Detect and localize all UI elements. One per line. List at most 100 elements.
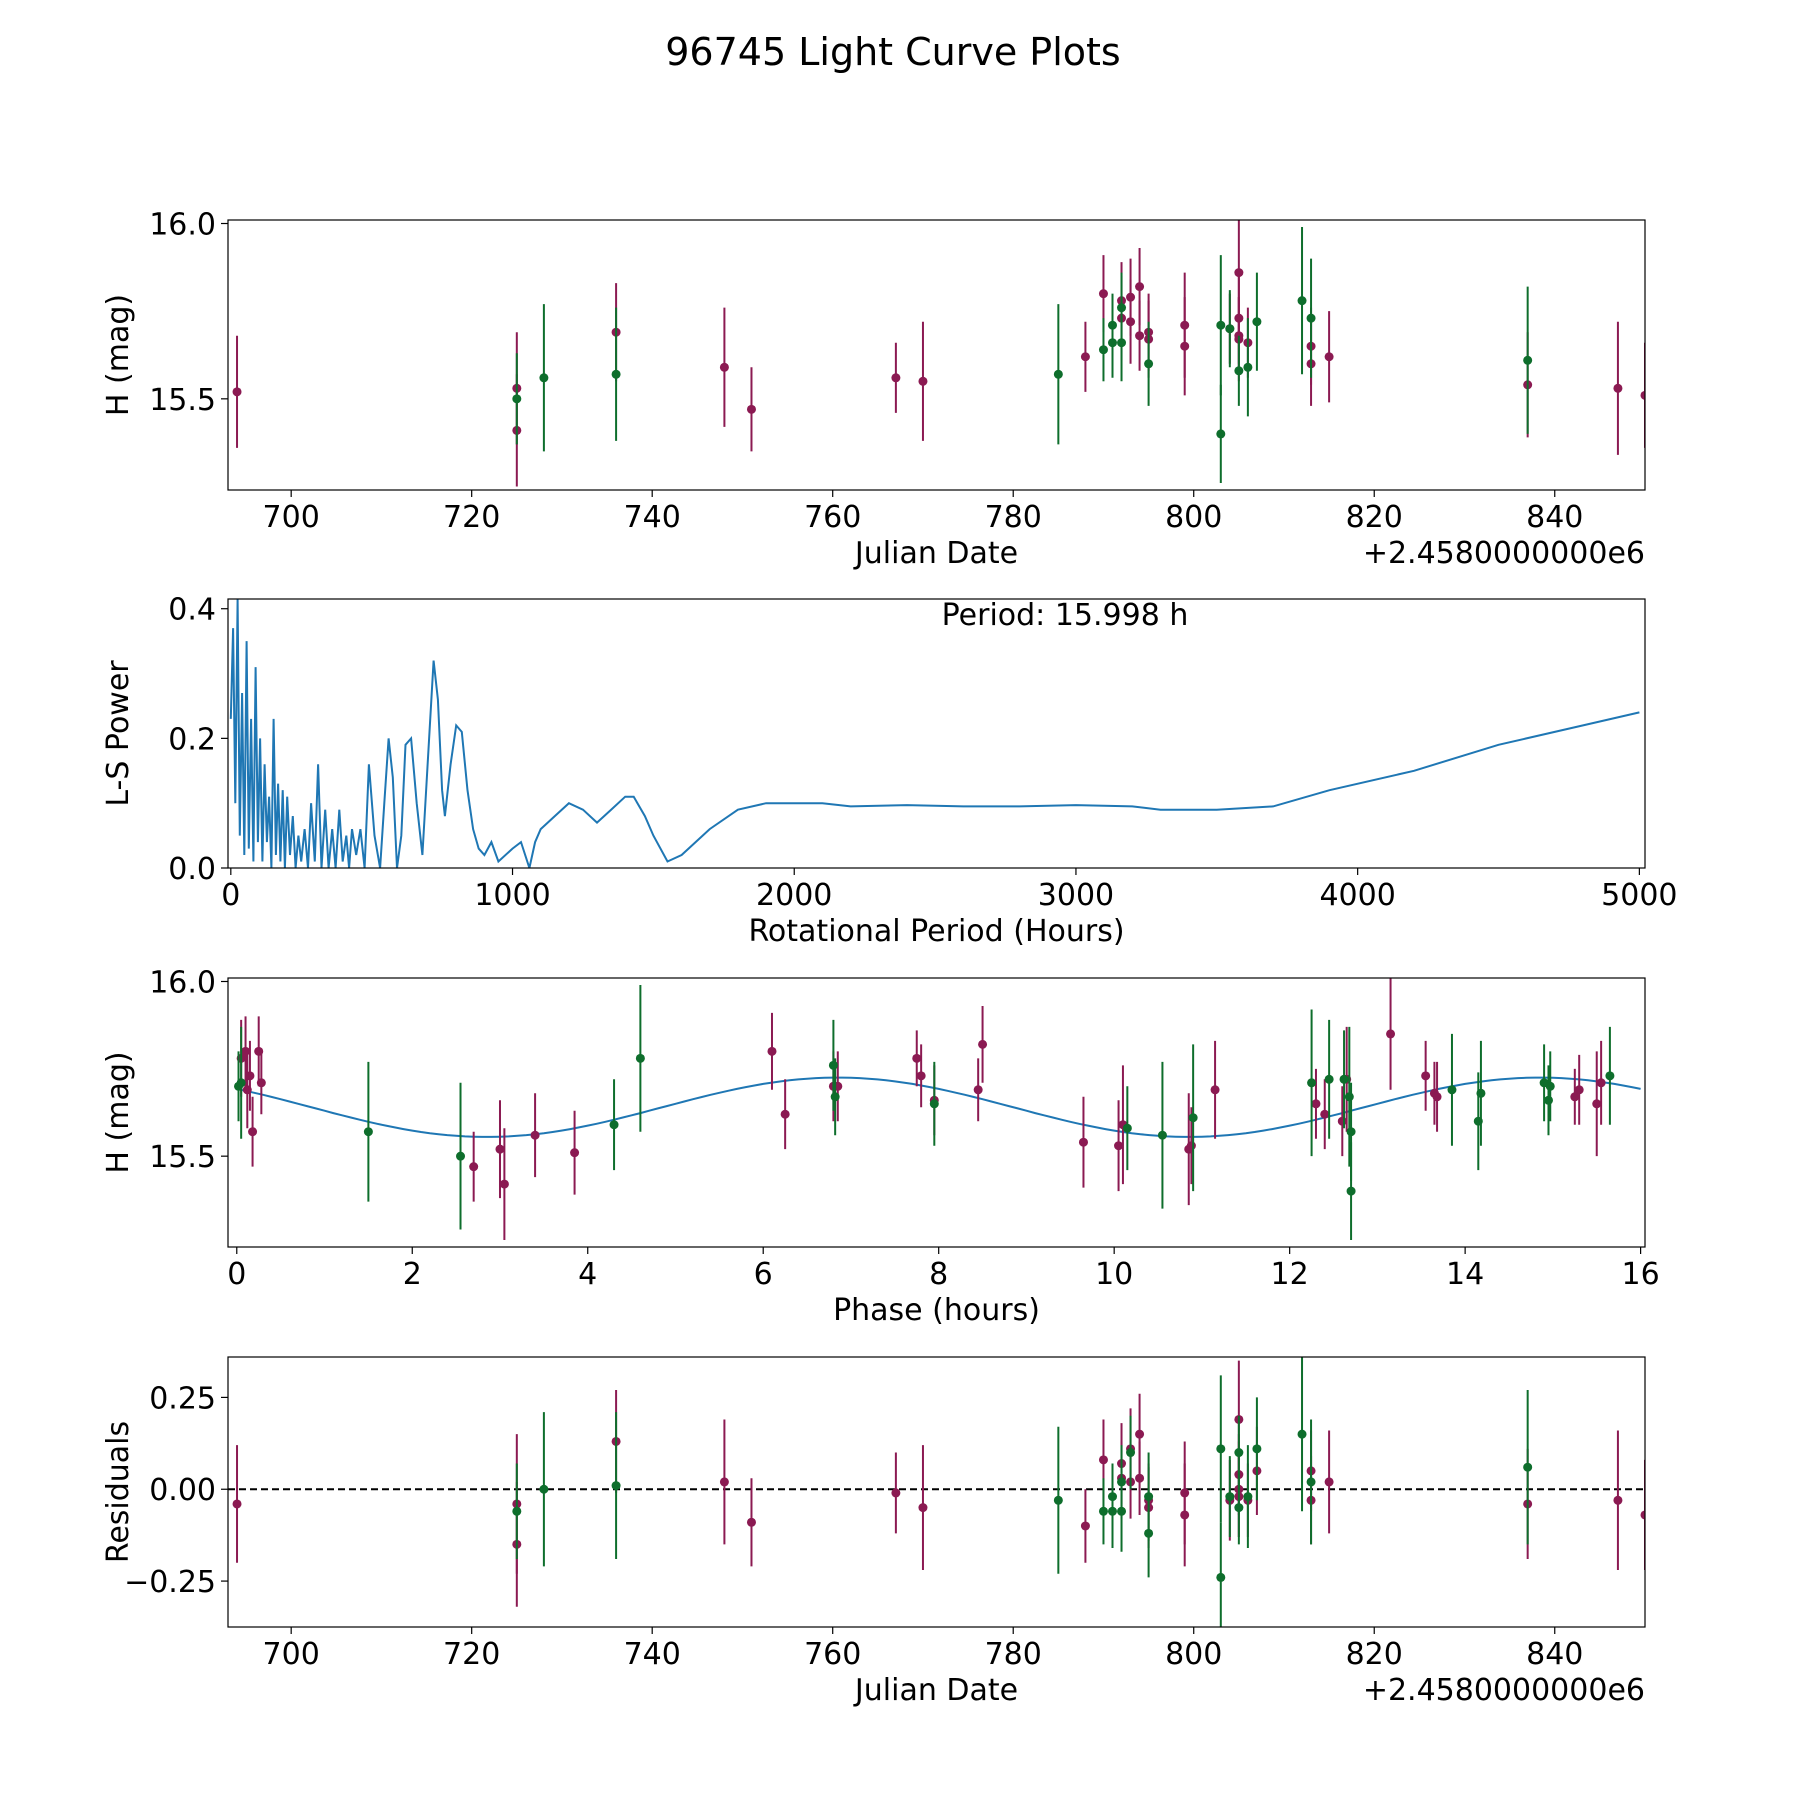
band_b-data-point [1225, 1492, 1235, 1502]
band_a-data-point [1080, 1521, 1090, 1531]
band_b-data-point [1216, 320, 1226, 330]
band_b-data-point [456, 1151, 466, 1161]
band_b-data-point [1117, 338, 1127, 348]
band_b-data-point [539, 373, 549, 383]
band_a-data-point [1186, 1141, 1196, 1151]
band_b-data-point [1107, 338, 1117, 348]
x-tick-label: 5000 [1601, 878, 1677, 913]
x-tick-label: 740 [624, 1637, 681, 1672]
periodogram-panel: Rotational Period (Hours) L-S Power Peri… [101, 593, 1678, 949]
band_b-data-point [609, 1120, 619, 1130]
band_a-data-point [232, 387, 242, 397]
x-tick-label: 720 [443, 500, 500, 535]
band_a-data-point [1135, 1473, 1145, 1483]
phase-axes-frame [227, 977, 1646, 1248]
band_a-data-point [1135, 282, 1145, 292]
band_a-data-point [1126, 292, 1136, 302]
band_a-data-point [1135, 1429, 1145, 1439]
band_b-data-point [611, 369, 621, 379]
y-tick-label: 0.00 [149, 1473, 216, 1508]
x-tick-label: 3000 [1038, 878, 1114, 913]
light-curve-y-label: H (mag) [101, 294, 136, 416]
band_a-data-point [499, 1179, 509, 1189]
band_b-data-point [1297, 296, 1307, 306]
band_a-data-point [1078, 1137, 1088, 1147]
band_b-data-point [512, 1506, 522, 1516]
band_b-data-point [1216, 1572, 1226, 1582]
band_b-data-point [1126, 1448, 1136, 1458]
band_b-data-point [1344, 1092, 1354, 1102]
band_a-data-point [1640, 390, 1645, 400]
band_b-data-point [1243, 1492, 1253, 1502]
band_b-data-point [1543, 1095, 1553, 1105]
band_a-data-point [1180, 1510, 1190, 1520]
band_b-data-point [1605, 1071, 1615, 1081]
x-tick-label: 12 [1271, 1257, 1309, 1292]
y-tick-label: −0.25 [124, 1565, 216, 1600]
y-tick-label: 16.0 [149, 965, 216, 1000]
x-tick-label: 760 [804, 1637, 861, 1672]
band_a-data-point [973, 1085, 983, 1095]
periodogram-line [229, 599, 1640, 868]
band_a-data-point [245, 1071, 255, 1081]
x-tick-label: 840 [1526, 1637, 1583, 1672]
x-tick-label: 8 [929, 1257, 948, 1292]
y-tick-label: 0.4 [168, 593, 216, 628]
x-tick-label: 1000 [474, 878, 550, 913]
band_b-data-point [1346, 1186, 1356, 1196]
model-fit-line [236, 1076, 1641, 1138]
band_b-data-point [1234, 1448, 1244, 1458]
light-curve-panel: Julian Date H (mag) +2.4580000000e6 700 7… [101, 208, 1646, 571]
residuals-offset-text: +2.4580000000e6 [1363, 1673, 1645, 1708]
band_a-data-point [1337, 1116, 1347, 1126]
band_b-data-point [1098, 1506, 1108, 1516]
band_a-data-point [1311, 1099, 1321, 1109]
x-tick-label: 840 [1526, 500, 1583, 535]
band_a-data-point [1320, 1109, 1330, 1119]
band_a-data-point [918, 1503, 928, 1513]
band_a-data-point [241, 1046, 251, 1056]
band_b-data-point [1252, 1444, 1262, 1454]
phase-x-label: Phase (hours) [833, 1293, 1040, 1328]
ls-axes-frame [227, 598, 1646, 869]
band_b-data-point [1188, 1113, 1198, 1123]
band_a-data-point [1098, 1455, 1108, 1465]
band_b-data-point [1053, 369, 1063, 379]
light-curve-x-label: Julian Date [853, 536, 1018, 571]
band_b-data-point [1545, 1081, 1555, 1091]
band_a-data-point [530, 1130, 540, 1140]
band_b-data-point [611, 1481, 621, 1491]
x-tick-label: 800 [1165, 1637, 1222, 1672]
periodogram-x-label: Rotational Period (Hours) [748, 914, 1124, 949]
band_a-data-point [912, 1053, 922, 1063]
phase-plot-area [234, 978, 1641, 1241]
figure-title: 96745 Light Curve Plots [665, 30, 1120, 74]
band_b-data-point [1144, 1492, 1154, 1502]
band_a-data-point [978, 1039, 988, 1049]
x-tick-label: 10 [1095, 1257, 1133, 1292]
band_b-data-point [1216, 429, 1226, 439]
y-tick-label: 16.0 [149, 208, 216, 243]
band_a-data-point [1570, 1092, 1580, 1102]
periodogram-y-label: L-S Power [101, 660, 136, 807]
residuals-y-label: Residuals [101, 1421, 136, 1563]
residuals-x-label: Julian Date [853, 1673, 1018, 1708]
band_b-data-point [539, 1484, 549, 1494]
band_a-data-point [746, 1517, 756, 1527]
band_b-data-point [1346, 1127, 1356, 1137]
band_b-data-point [1306, 313, 1316, 323]
band_b-data-point [1117, 1506, 1127, 1516]
band_b-data-point [236, 1078, 246, 1088]
x-tick-label: 780 [985, 500, 1042, 535]
band_a-data-point [1080, 352, 1090, 362]
band_a-data-point [918, 376, 928, 386]
band_a-data-point [570, 1148, 580, 1158]
band_a-data-point [1596, 1078, 1606, 1088]
y-tick-label: 15.5 [149, 383, 216, 418]
band_b-data-point [1252, 317, 1262, 327]
band_b-data-point [1476, 1088, 1486, 1098]
band_a-data-point [232, 1499, 242, 1509]
y-tick-label: 0.25 [149, 1381, 216, 1416]
band_a-data-point [767, 1046, 777, 1056]
